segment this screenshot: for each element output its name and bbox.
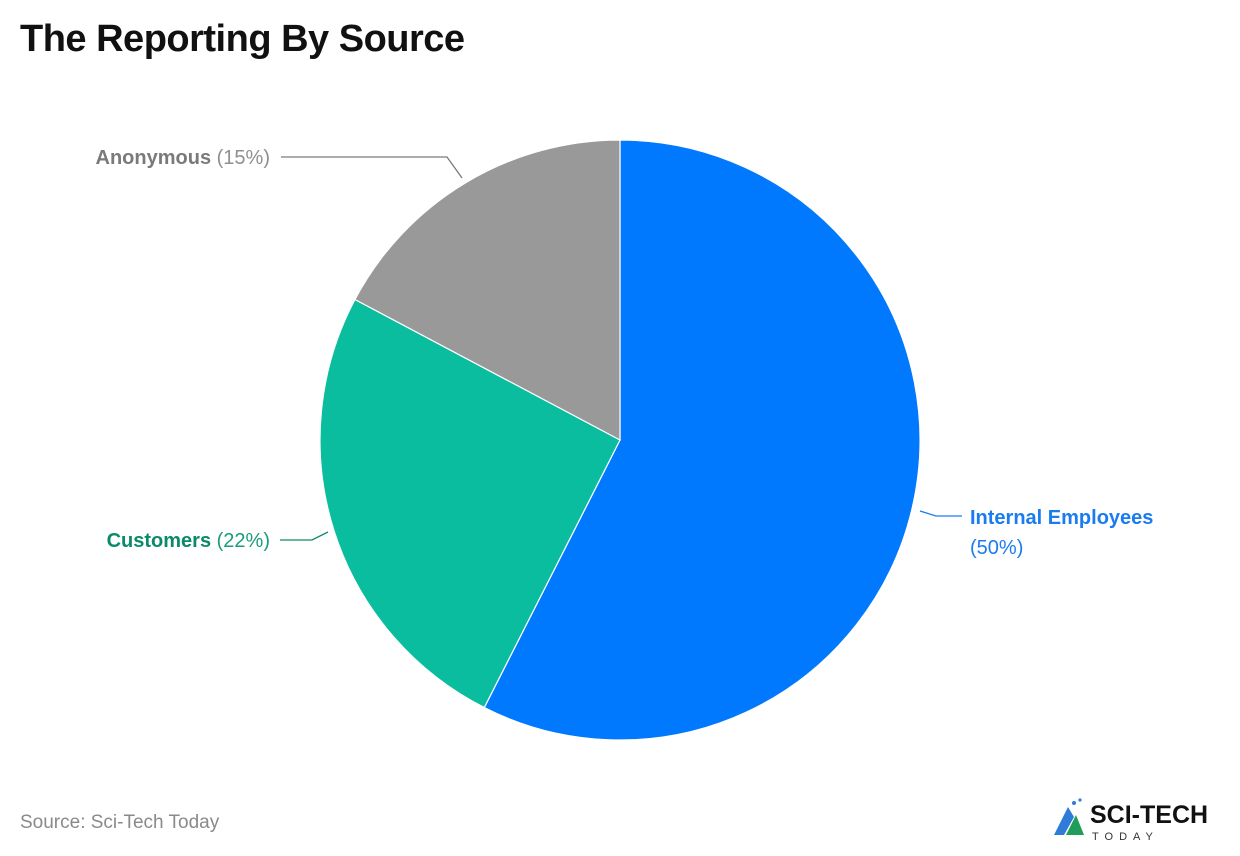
leader-line-internal-employees bbox=[919, 510, 962, 517]
svg-text:TODAY: TODAY bbox=[1092, 831, 1159, 843]
leader-line-customers bbox=[280, 531, 329, 541]
pie-slice-customers bbox=[319, 298, 621, 709]
slice-label-internal-employees: Internal Employees (50%) bbox=[970, 507, 1153, 559]
sci-tech-today-logo: SCI-TECH TODAY bbox=[1054, 798, 1208, 843]
source-note: Source: Sci-Tech Today bbox=[20, 812, 220, 833]
pie-slice-internal-employees bbox=[483, 139, 921, 741]
chart-title: The Reporting By Source bbox=[20, 18, 465, 60]
leader-line-anonymous bbox=[281, 156, 463, 179]
pie-slice-anonymous bbox=[354, 139, 621, 441]
slice-label-customers: Customers (22%) bbox=[107, 530, 270, 552]
svg-text:SCI-TECH: SCI-TECH bbox=[1090, 801, 1208, 829]
slice-label-anonymous: Anonymous (15%) bbox=[96, 147, 270, 169]
